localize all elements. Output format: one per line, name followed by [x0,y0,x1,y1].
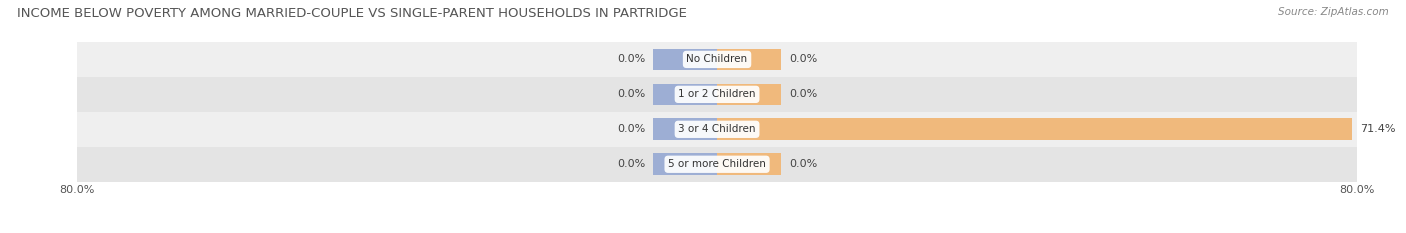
Bar [77,147,1357,182]
Bar [717,154,782,175]
Text: 71.4%: 71.4% [1360,124,1396,134]
Text: 0.0%: 0.0% [789,89,817,99]
Bar [717,49,782,70]
Text: 0.0%: 0.0% [617,124,645,134]
Text: 0.0%: 0.0% [789,55,817,64]
Text: 0.0%: 0.0% [617,159,645,169]
Bar [77,42,1357,77]
Text: Source: ZipAtlas.com: Source: ZipAtlas.com [1278,7,1389,17]
Text: 0.0%: 0.0% [617,55,645,64]
Text: INCOME BELOW POVERTY AMONG MARRIED-COUPLE VS SINGLE-PARENT HOUSEHOLDS IN PARTRID: INCOME BELOW POVERTY AMONG MARRIED-COUPL… [17,7,686,20]
Text: No Children: No Children [686,55,748,64]
Text: 3 or 4 Children: 3 or 4 Children [678,124,756,134]
Bar [77,112,1357,147]
Bar [77,77,1357,112]
Bar [654,84,717,105]
Text: 0.0%: 0.0% [617,89,645,99]
Text: 5 or more Children: 5 or more Children [668,159,766,169]
Bar [654,49,717,70]
Bar [654,154,717,175]
Bar [717,84,782,105]
Bar [654,118,717,140]
Text: 0.0%: 0.0% [789,159,817,169]
Text: 1 or 2 Children: 1 or 2 Children [678,89,756,99]
Bar [717,118,1353,140]
